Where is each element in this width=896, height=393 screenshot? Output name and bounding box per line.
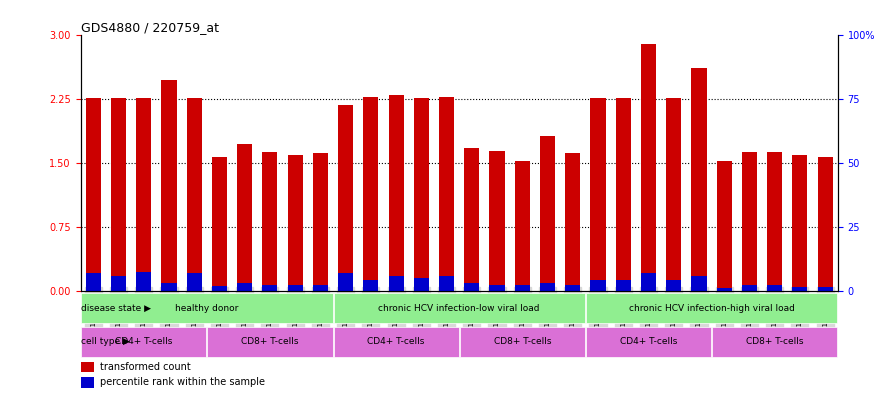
Text: CD8+ T-cells: CD8+ T-cells — [745, 337, 804, 346]
Bar — [817, 156, 832, 292]
Bar — [186, 98, 202, 292]
Bar — [692, 276, 707, 292]
Bar — [565, 285, 581, 292]
Bar — [514, 285, 530, 292]
Text: CD4+ T-cells: CD4+ T-cells — [115, 337, 172, 346]
Bar — [414, 98, 429, 292]
FancyBboxPatch shape — [333, 327, 459, 357]
Bar — [792, 287, 807, 292]
Bar — [414, 278, 429, 292]
Bar — [666, 98, 681, 292]
Bar — [211, 286, 227, 292]
FancyBboxPatch shape — [712, 327, 837, 357]
Bar — [616, 98, 631, 292]
Bar — [161, 283, 177, 292]
Bar — [263, 285, 278, 292]
Bar — [81, 362, 94, 372]
Bar — [540, 136, 556, 292]
FancyBboxPatch shape — [460, 327, 585, 357]
Bar — [742, 285, 757, 292]
Bar — [439, 276, 454, 292]
Bar — [641, 273, 656, 292]
Text: disease state ▶: disease state ▶ — [81, 304, 151, 313]
FancyBboxPatch shape — [82, 327, 206, 357]
Bar — [81, 377, 94, 387]
Bar — [288, 155, 303, 292]
Bar — [767, 285, 782, 292]
Bar — [767, 152, 782, 292]
Bar — [263, 152, 278, 292]
Bar — [540, 283, 556, 292]
Bar — [464, 283, 479, 292]
Bar — [338, 273, 353, 292]
Text: CD8+ T-cells: CD8+ T-cells — [241, 337, 298, 346]
Bar — [86, 273, 101, 292]
Text: chronic HCV infection-low viral load: chronic HCV infection-low viral load — [378, 304, 540, 313]
Bar — [313, 285, 328, 292]
Bar — [313, 153, 328, 292]
Bar — [363, 97, 378, 292]
Bar — [136, 272, 151, 292]
Bar — [565, 153, 581, 292]
Bar — [389, 95, 404, 292]
Bar — [161, 80, 177, 292]
Bar — [489, 151, 504, 292]
Bar — [717, 161, 732, 292]
Bar — [211, 158, 227, 292]
Bar — [389, 276, 404, 292]
Bar — [237, 283, 253, 292]
Text: CD8+ T-cells: CD8+ T-cells — [494, 337, 551, 346]
Bar — [717, 288, 732, 292]
Text: healthy donor: healthy donor — [175, 304, 238, 313]
Bar — [111, 276, 126, 292]
Bar — [666, 280, 681, 292]
Bar — [616, 280, 631, 292]
Bar — [489, 285, 504, 292]
Bar — [641, 44, 656, 292]
Text: chronic HCV infection-high viral load: chronic HCV infection-high viral load — [629, 304, 795, 313]
Bar — [464, 148, 479, 292]
Text: cell type ▶: cell type ▶ — [81, 337, 130, 346]
Text: percentile rank within the sample: percentile rank within the sample — [99, 377, 264, 387]
FancyBboxPatch shape — [333, 293, 585, 323]
Bar — [590, 280, 606, 292]
Bar — [86, 98, 101, 292]
FancyBboxPatch shape — [82, 293, 332, 323]
Bar — [186, 273, 202, 292]
Text: transformed count: transformed count — [99, 362, 190, 372]
Text: CD4+ T-cells: CD4+ T-cells — [367, 337, 425, 346]
Bar — [136, 98, 151, 292]
Bar — [692, 68, 707, 292]
Bar — [363, 280, 378, 292]
Bar — [111, 98, 126, 292]
Bar — [288, 285, 303, 292]
Bar — [514, 161, 530, 292]
Bar — [817, 287, 832, 292]
Bar — [338, 105, 353, 292]
Bar — [439, 97, 454, 292]
Bar — [742, 152, 757, 292]
Text: CD4+ T-cells: CD4+ T-cells — [620, 337, 677, 346]
Text: GDS4880 / 220759_at: GDS4880 / 220759_at — [81, 21, 219, 34]
FancyBboxPatch shape — [207, 327, 332, 357]
FancyBboxPatch shape — [586, 327, 711, 357]
Bar — [792, 155, 807, 292]
Bar — [590, 98, 606, 292]
Bar — [237, 144, 253, 292]
FancyBboxPatch shape — [586, 293, 837, 323]
